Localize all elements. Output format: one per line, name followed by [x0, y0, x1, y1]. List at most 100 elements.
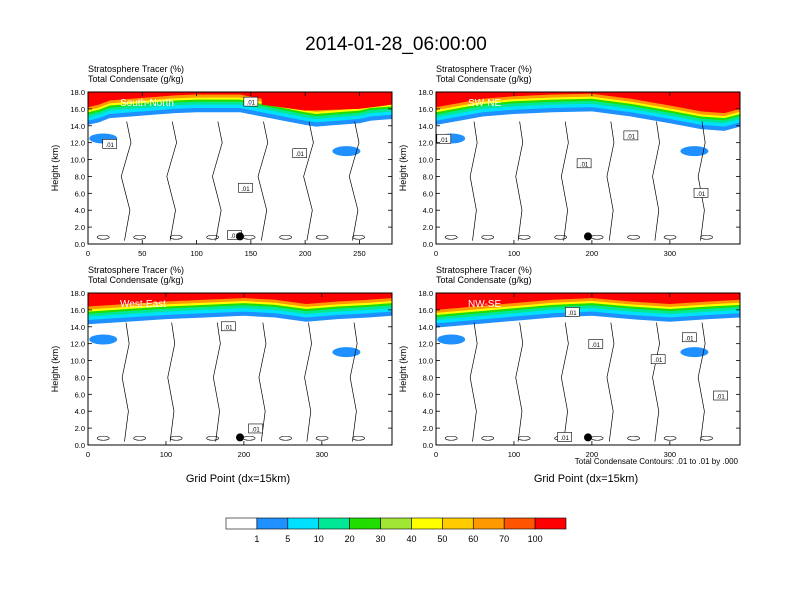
x-tick-label: 0 — [434, 249, 438, 258]
colorbar-swatch — [318, 517, 350, 530]
panel-name: South-North — [120, 98, 174, 109]
contour-label-box — [557, 432, 572, 442]
contour-label: .01 — [251, 427, 260, 433]
contour-label: .01 — [697, 192, 706, 198]
y-tick-label: 0.0 — [75, 240, 85, 249]
y-tick-label: 8.0 — [423, 172, 433, 181]
condensate-contour-1 — [166, 121, 177, 241]
condensate-loop-6 — [315, 234, 329, 240]
condensate-contour-0 — [121, 322, 130, 442]
contour-label: .01 — [580, 162, 589, 168]
contour-label: .01 — [654, 358, 663, 364]
contour-label: .01 — [241, 187, 250, 193]
location-marker — [236, 433, 244, 442]
contour-label-box — [693, 188, 709, 198]
x-tick-label: 300 — [664, 450, 677, 459]
condensate-loop-3 — [554, 234, 567, 240]
condensate-contour-1 — [515, 322, 524, 442]
x-tick-label: 0 — [86, 249, 90, 258]
xlabel-bottom-right: Grid Point (dx=15km) — [534, 473, 638, 485]
y-tick-label: 10.0 — [70, 357, 85, 366]
contour-label: .01 — [568, 311, 577, 317]
panel-frame — [435, 91, 741, 245]
condensate-loop-5 — [279, 435, 292, 441]
contour-label-box — [682, 332, 697, 343]
tracer-intrusion-0 — [332, 347, 361, 358]
condensate-loop-7 — [352, 435, 365, 441]
y-tick-label: 4.0 — [423, 206, 433, 215]
condensate-loop-5 — [627, 234, 640, 240]
panel-subtitle-condensate: Total Condensate (g/kg) — [436, 74, 532, 84]
contour-label-box — [238, 182, 253, 193]
contour-label: .01 — [106, 143, 115, 149]
condensate-loop-0 — [444, 435, 458, 441]
y-axis-label: Height (km) — [398, 346, 408, 393]
x-tick-label: 300 — [316, 450, 329, 459]
y-tick-label: 14.0 — [70, 122, 85, 131]
colorbar-swatch — [503, 517, 536, 530]
panel-subtitle-condensate: Total Condensate (g/kg) — [88, 275, 184, 285]
y-tick-label: 10.0 — [418, 156, 433, 165]
tracer-intrusion-1 — [437, 334, 466, 345]
condensate-loop-1 — [133, 234, 146, 240]
y-tick-label: 2.0 — [423, 424, 433, 433]
x-tick-label: 150 — [245, 249, 258, 258]
condensate-contour-3 — [258, 322, 267, 442]
y-tick-label: 16.0 — [418, 105, 433, 114]
x-tick-label: 100 — [508, 249, 521, 258]
contour-label-box — [243, 96, 259, 107]
tracer-intrusion-0 — [680, 146, 709, 157]
panel-frame — [435, 292, 741, 446]
condensate-loop-1 — [133, 435, 146, 441]
condensate-loop-1 — [481, 435, 494, 441]
y-tick-label: 12.0 — [418, 139, 433, 148]
location-marker — [584, 232, 592, 241]
condensate-contour-1 — [167, 322, 176, 442]
panel-west-east: .01 .01 West-East Stratosphere Tracer (%)To… — [50, 265, 393, 459]
y-tick-label: 10.0 — [418, 357, 433, 366]
colorbar-label: 1 — [254, 534, 259, 544]
y-tick-label: 0.0 — [423, 441, 433, 450]
y-tick-label: 12.0 — [70, 139, 85, 148]
colorbar-swatch — [534, 517, 567, 530]
tracer-band-6 — [88, 293, 392, 307]
y-tick-label: 16.0 — [70, 105, 85, 114]
condensate-loop-6 — [663, 435, 677, 441]
contour-label-box — [576, 158, 592, 169]
condensate-contour-5 — [697, 121, 706, 241]
y-tick-label: 6.0 — [423, 390, 433, 399]
contour-label: .01 — [440, 138, 449, 144]
condensate-loop-6 — [315, 435, 329, 441]
condensate-contour-4 — [303, 121, 314, 241]
condensate-contour-0 — [120, 121, 132, 241]
panel-south-north: .01 .01 .01 .01 .01 South-North Stratosphere T… — [50, 64, 393, 258]
condensate-loop-6 — [663, 234, 677, 240]
condensate-loop-0 — [96, 234, 110, 240]
colorbar-swatch — [380, 517, 412, 530]
colorbar-swatch — [287, 517, 320, 530]
contour-label-box — [292, 148, 308, 158]
panel-name: SW-NE — [468, 98, 501, 109]
condensate-loop-7 — [700, 234, 713, 240]
colorbar-swatch — [411, 517, 443, 530]
contour-label: .01 — [685, 336, 694, 342]
x-tick-label: 200 — [299, 249, 312, 258]
y-tick-label: 12.0 — [418, 340, 433, 349]
condensate-contour-3 — [606, 121, 615, 241]
y-tick-label: 14.0 — [418, 122, 433, 131]
contour-label: .01 — [230, 234, 239, 240]
contour-label-box — [623, 130, 639, 141]
contour-label: .01 — [224, 325, 233, 331]
condensate-loop-2 — [517, 234, 531, 240]
x-tick-label: 50 — [138, 249, 146, 258]
y-tick-label: 6.0 — [75, 189, 85, 198]
condensate-loop-5 — [279, 234, 292, 240]
x-tick-label: 250 — [353, 249, 366, 258]
condensate-contour-2 — [560, 121, 569, 241]
colorbar-swatch — [225, 517, 258, 530]
x-tick-label: 100 — [508, 450, 521, 459]
contour-label: .01 — [627, 134, 636, 140]
contour-label: .01 — [716, 395, 725, 401]
panel-subtitle-tracer: Stratosphere Tracer (%) — [436, 64, 532, 74]
